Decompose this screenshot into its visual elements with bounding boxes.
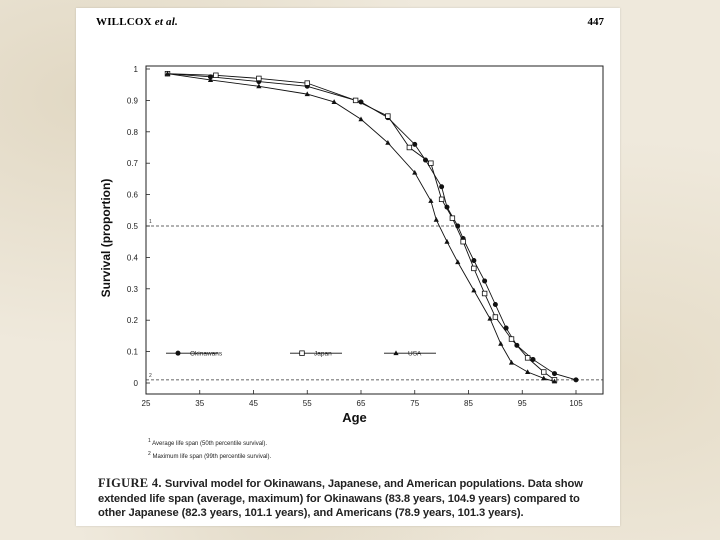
legend-label-japan: Japan — [314, 351, 332, 358]
legend-marker-japan — [299, 350, 305, 356]
figure-caption: FIGURE 4. Survival model for Okinawans, … — [98, 476, 610, 521]
x-tick-label: 105 — [569, 399, 583, 408]
data-point-japan — [406, 144, 413, 151]
data-point-usa — [444, 238, 450, 244]
figure-caption-text: Survival model for Okinawans, Japanese, … — [98, 478, 583, 519]
data-point-japan — [449, 215, 456, 221]
data-point-japan — [352, 97, 359, 104]
data-point-japan — [256, 75, 262, 82]
x-tick-label: 35 — [195, 399, 204, 408]
data-point-usa — [471, 287, 477, 293]
figure-label: FIGURE 4. — [98, 476, 162, 490]
data-point-okinawans — [530, 356, 536, 362]
data-point-usa — [498, 340, 504, 346]
data-point-okinawans — [492, 301, 498, 307]
running-header-author: WILLCOX et al. — [96, 16, 178, 28]
plot-frame — [145, 65, 604, 395]
y-tick-label: 0.5 — [127, 222, 139, 231]
page-number: 447 — [587, 16, 605, 28]
x-tick-label: 45 — [249, 399, 258, 408]
data-point-japan — [428, 160, 434, 166]
y-tick-label: 0.6 — [127, 191, 139, 200]
data-point-okinawans — [482, 278, 488, 284]
data-point-usa — [304, 91, 310, 97]
data-point-okinawans — [439, 184, 445, 190]
series-line-japan — [167, 73, 555, 381]
data-point-japan — [481, 290, 488, 297]
reference-line-mark: 1 — [149, 219, 152, 225]
survival-chart: 0 0.1 0.2 0.3 0.4 0.5 0.6 0.7 0.8 0.9 1 25 35 45 55 65 7… — [99, 65, 604, 425]
data-point-usa — [541, 375, 547, 381]
data-point-japan — [460, 238, 466, 245]
data-point-usa — [455, 259, 461, 265]
data-point-usa — [164, 70, 171, 76]
data-point-usa — [207, 77, 214, 82]
data-point-japan — [213, 72, 219, 78]
data-point-usa — [428, 198, 434, 203]
journal-page: WILLCOX et al. 447 0 0.1 0.2 0.3 0.4 0.5 0.6 0.… — [76, 8, 620, 526]
y-axis-label: Survival (proportion) — [99, 179, 113, 298]
footnote-maximum-life-span: 2 Maximum life span (99th percentile sur… — [148, 451, 272, 460]
y-tick-label: 0.9 — [127, 96, 139, 105]
x-tick-label: 75 — [410, 399, 419, 408]
data-point-usa — [358, 116, 364, 122]
data-point-okinawans — [551, 371, 557, 377]
series-line-okinawans — [167, 73, 577, 381]
data-point-japan — [492, 314, 499, 320]
data-point-usa — [551, 378, 558, 384]
y-tick-label: 0.2 — [127, 316, 139, 325]
data-point-japan — [471, 265, 477, 272]
x-tick-label: 55 — [303, 399, 312, 408]
data-point-okinawans — [573, 377, 579, 383]
legend-marker-usa — [393, 350, 399, 356]
data-point-japan — [385, 113, 391, 119]
data-point-usa — [525, 369, 531, 375]
data-point-okinawans — [412, 141, 418, 147]
y-tick-label: 1 — [134, 65, 139, 74]
y-tick-label: 0.8 — [127, 128, 139, 137]
y-tick-label: 0.1 — [127, 348, 139, 357]
reference-line-mark: 2 — [149, 373, 152, 379]
footnote-average-life-span: 1 Average life span (50th percentile sur… — [148, 438, 268, 447]
data-point-usa — [331, 99, 337, 104]
legend-label-usa: USA — [408, 351, 422, 358]
data-point-usa — [433, 216, 439, 222]
data-point-usa — [412, 169, 418, 175]
y-tick-label: 0.7 — [127, 159, 139, 168]
data-point-japan — [508, 336, 515, 342]
data-point-usa — [487, 315, 493, 321]
x-tick-label: 85 — [464, 399, 473, 408]
y-tick-label: 0.4 — [127, 253, 139, 262]
chart-footnotes: 1 Average life span (50th percentile sur… — [148, 436, 271, 462]
y-tick-label: 0.3 — [127, 285, 139, 294]
legend-label-okinawans: Okinawans — [190, 351, 223, 358]
x-axis-label: Age — [342, 410, 367, 425]
data-point-japan — [541, 369, 547, 375]
data-point-japan — [438, 196, 445, 203]
data-point-japan — [524, 355, 531, 361]
legend-marker-okinawans — [175, 350, 181, 356]
x-tick-label: 25 — [142, 399, 151, 408]
data-point-usa — [256, 83, 262, 89]
x-tick-label: 65 — [357, 399, 366, 408]
data-point-japan — [304, 80, 310, 86]
data-point-usa — [508, 359, 515, 365]
data-point-okinawans — [471, 258, 477, 264]
y-tick-label: 0 — [134, 379, 139, 388]
data-point-usa — [385, 139, 391, 145]
x-tick-label: 95 — [518, 399, 527, 408]
